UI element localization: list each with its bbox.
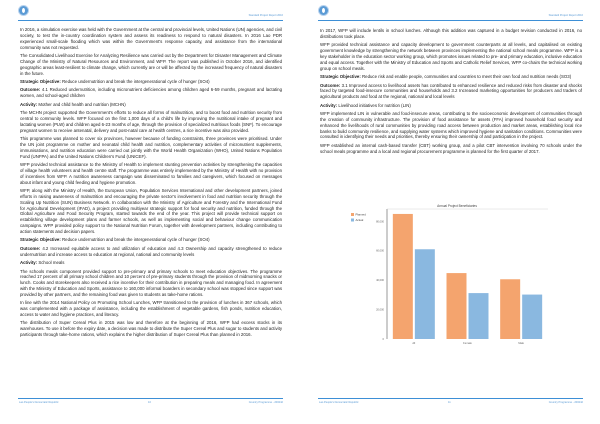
paragraph-text: This programme was planned to cover six … [20, 136, 282, 159]
bar-planned-all [392, 213, 413, 339]
legend-label: Actual [356, 218, 364, 222]
paragraph: Activity: Mother and child health and nu… [20, 102, 282, 108]
bar-planned-male [500, 279, 521, 339]
paragraph-text: WFP, along with the Ministry of Health, … [20, 188, 282, 234]
paragraph-text: Livelihood initiatives for nutrition (LI… [338, 102, 411, 108]
paragraph-text: In 2016, a simulation exercise was held … [20, 27, 282, 50]
header-divider [318, 20, 583, 21]
paragraph-text: WFP implemented LIN in vulnerable and fo… [320, 111, 582, 140]
wfp-logo-icon [318, 5, 329, 16]
y-tick-label: 60,000 [376, 249, 384, 253]
footer-divider [18, 398, 283, 399]
paragraph-text: 4.1 Reduced undernutrition, including mi… [20, 87, 282, 99]
page-right: Standard Project Report 2016 In 2017, WF… [300, 0, 600, 424]
body-text: In 2017, WFP will include lentils in sch… [320, 28, 582, 157]
paragraph-text: Reduce risk and enable people, communiti… [362, 74, 572, 80]
paragraph-text: Reduce undernutrition and break the inte… [62, 78, 210, 84]
footer-divider [318, 398, 583, 399]
paragraph-text: 3.1 Improved access to livelihood assets… [320, 82, 582, 100]
x-tick-label: All [412, 341, 415, 345]
paragraph-label: Strategic Objective: [20, 237, 61, 243]
y-tick-label: 20,000 [376, 308, 384, 312]
paragraph: In line with the 2014 National Policy on… [20, 300, 282, 318]
chart-title: Annual Project Beneficiaries [437, 204, 477, 208]
paragraph: Activity: Livelihood initiatives for nut… [320, 103, 582, 109]
paragraph-label: Outcome: [20, 87, 41, 93]
paragraph: The Consolidated Livelihood Exercise for… [20, 53, 282, 76]
paragraph: Strategic Objective: Reduce undernutriti… [20, 79, 282, 85]
paragraph-label: Strategic Objective: [20, 78, 61, 84]
y-tick-label: 0 [383, 337, 385, 341]
paragraph-text: The Consolidated Livelihood Exercise for… [20, 52, 282, 76]
paragraph-text: In line with the 2014 National Policy on… [20, 300, 282, 317]
paragraph: This programme was planned to cover six … [20, 136, 282, 159]
y-tick-label: 40,000 [376, 278, 384, 282]
legend-swatch [351, 218, 354, 222]
bar-planned-female [446, 273, 467, 339]
paragraph-label: Strategic Objective: [320, 74, 361, 80]
paragraph-text: The schools meals component provided sup… [20, 268, 282, 297]
paragraph-text: In 2017, WFP will include lentils in sch… [320, 28, 582, 39]
header-title: Standard Project Report 2016 [548, 14, 583, 17]
header-divider [18, 20, 283, 21]
paragraph-label: Activity: [20, 260, 38, 266]
paragraph-text: Reduce undernutrition and break the inte… [62, 237, 210, 243]
y-tick-label: 80,000 [376, 219, 384, 223]
paragraph-text: School meals [38, 260, 65, 266]
paragraph-text: 4.2 Increased equitable access to and ut… [20, 245, 282, 257]
paragraph: The MCHN project supported the Governmen… [20, 110, 282, 133]
paragraph-text: The MCHN project supported the Governmen… [20, 110, 282, 133]
header-title: Standard Project Report 2016 [248, 14, 283, 17]
wfp-logo-icon [18, 5, 29, 16]
footer-programme: Country Programme - 200242 [248, 401, 283, 404]
paragraph: In 2016, a simulation exercise was held … [20, 27, 282, 50]
paragraph-text: WFP provided technical assistance to the… [20, 162, 282, 185]
paragraph-text: WFP established an internal cash-based t… [320, 142, 582, 154]
paragraph-text: The distribution of Super Cereal Plus in… [20, 320, 282, 338]
legend-label: Planned [356, 213, 367, 217]
page-number: 10 [148, 401, 151, 404]
paragraph-text: WFP provided technical assistance and ca… [320, 42, 582, 71]
paragraph: Outcome: 4.1 Reduced undernutrition, inc… [20, 87, 282, 99]
footer-country: Lao People's Democratic Republic [319, 401, 359, 404]
paragraph: WFP implemented LIN in vulnerable and fo… [320, 111, 582, 140]
page-left: Standard Project Report 2016 In 2016, a … [18, 5, 283, 404]
body-text: In 2016, a simulation exercise was held … [20, 27, 282, 341]
page-number: 11 [448, 401, 451, 404]
paragraph-label: Outcome: [20, 245, 41, 251]
footer-country: Lao People's Democratic Republic [19, 401, 59, 404]
beneficiaries-chart: Annual Project Beneficiaries 0 20,000 40,0… [351, 204, 548, 345]
legend-swatch [351, 213, 354, 216]
bar-actual-all [414, 249, 435, 339]
x-tick-label: Male [518, 341, 524, 345]
x-tick-label: Female [463, 341, 472, 345]
paragraph: Outcome: 3.1 Improved access to liveliho… [320, 83, 582, 101]
paragraph: The schools meals component provided sup… [20, 269, 282, 298]
bar-actual-female [468, 293, 489, 339]
paragraph-label: Outcome: [320, 82, 341, 88]
bar-actual-male [522, 294, 543, 339]
paragraph: WFP, along with the Ministry of Health, … [20, 188, 282, 235]
paragraph-label: Activity: [20, 101, 38, 107]
paragraph: Strategic Objective: Reduce undernutriti… [20, 237, 282, 243]
footer-programme: Country Programme - 200242 [548, 401, 583, 404]
paragraph: Strategic Objective: Reduce risk and ena… [320, 74, 582, 80]
paragraph: WFP established an internal cash-based t… [320, 143, 582, 155]
paragraph: WFP provided technical assistance and ca… [320, 42, 582, 71]
paragraph: WFP provided technical assistance to the… [20, 162, 282, 185]
paragraph: Activity: School meals [20, 260, 282, 266]
paragraph: In 2017, WFP will include lentils in sch… [320, 28, 582, 40]
paragraph-text: Mother and child health and nutrition (M… [38, 101, 126, 107]
paragraph: Outcome: 4.2 Increased equitable access … [20, 246, 282, 258]
paragraph: The distribution of Super Cereal Plus in… [20, 320, 282, 338]
paragraph-label: Activity: [320, 102, 338, 108]
